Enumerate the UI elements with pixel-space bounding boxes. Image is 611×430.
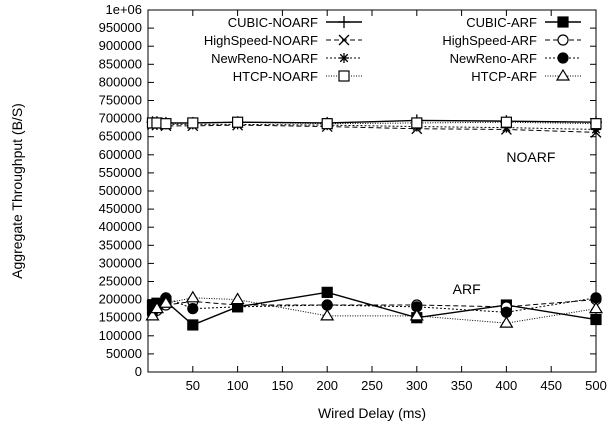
series-htcp-arf <box>145 290 604 328</box>
legend-marker <box>557 34 569 46</box>
y-tick-label: 950000 <box>99 20 142 35</box>
legend-marker <box>555 68 571 81</box>
y-tick-label: 250000 <box>99 274 142 289</box>
y-tick-label: 50000 <box>106 346 142 361</box>
data-point <box>321 118 333 130</box>
legend-entry: HighSpeed-NOARF <box>204 33 362 48</box>
series-line <box>152 123 597 130</box>
x-tick-label: 100 <box>227 378 249 393</box>
data-point <box>185 290 200 303</box>
annotation-label: NOARF <box>506 149 555 165</box>
y-tick-label: 0 <box>135 364 142 379</box>
data-point <box>590 292 602 304</box>
series-line <box>152 297 597 324</box>
series-line <box>152 299 597 315</box>
legend-entry: HTCP-NOARF <box>233 69 362 84</box>
x-tick-label: 200 <box>316 378 338 393</box>
x-tick-label: 350 <box>451 378 473 393</box>
y-tick-label: 350000 <box>99 237 142 252</box>
data-point <box>500 306 512 318</box>
data-point <box>321 299 333 311</box>
series-line <box>152 124 597 133</box>
legend-entry: CUBIC-ARF <box>466 15 581 30</box>
legend-label: NewReno-NOARF <box>211 51 318 66</box>
data-point <box>320 308 335 321</box>
legend-entry: CUBIC-NOARF <box>228 15 362 30</box>
series-layer <box>145 114 604 331</box>
x-tick-label: 500 <box>585 378 607 393</box>
legend-marker <box>338 70 350 82</box>
y-tick-label: 450000 <box>99 201 142 216</box>
y-tick-label: 700000 <box>99 111 142 126</box>
series-line <box>152 119 597 124</box>
legend: CUBIC-NOARF HighSpeed-NOARF NewReno-NOARF H… <box>204 15 581 84</box>
legend-label: NewReno-ARF <box>450 51 537 66</box>
ticks: 0 50000 100000 150000 200000 250000 300000 3500… <box>99 2 607 393</box>
legend-label: CUBIC-NOARF <box>228 15 318 30</box>
y-tick-label: 200000 <box>99 292 142 307</box>
annotations: NOARF ARF <box>453 149 556 297</box>
y-tick-label: 400000 <box>99 219 142 234</box>
y-axis-title: Aggregate Throughput (B/S) <box>9 103 25 279</box>
legend-label: HTCP-NOARF <box>233 69 318 84</box>
data-point <box>158 296 173 308</box>
y-tick-label: 300000 <box>99 255 142 270</box>
legend-entry: HTCP-ARF <box>471 68 581 84</box>
data-point <box>187 319 199 331</box>
y-tick-label: 650000 <box>99 129 142 144</box>
y-tick-label: 550000 <box>99 165 142 180</box>
data-point <box>232 116 244 128</box>
legend-marker <box>339 53 349 63</box>
x-tick-label: 250 <box>361 378 383 393</box>
data-point <box>145 308 160 321</box>
data-point <box>590 313 602 326</box>
legend-marker <box>557 52 569 64</box>
x-tick-label: 400 <box>496 378 518 393</box>
series-cubic-arf <box>146 286 602 331</box>
data-point <box>230 292 245 305</box>
legend-label: HTCP-ARF <box>471 69 537 84</box>
series-cubic-noarf <box>146 114 602 129</box>
y-tick-label: 900000 <box>99 38 142 53</box>
x-tick-label: 450 <box>540 378 562 393</box>
data-point <box>160 118 172 130</box>
y-tick-label: 150000 <box>99 310 142 325</box>
y-tick-label: 1e+06 <box>105 2 142 17</box>
legend-label: HighSpeed-ARF <box>442 33 537 48</box>
y-tick-label: 850000 <box>99 56 142 71</box>
data-point <box>321 286 333 298</box>
x-tick-label: 150 <box>272 378 294 393</box>
legend-marker <box>338 16 350 28</box>
legend-label: CUBIC-ARF <box>466 15 537 30</box>
data-point <box>499 315 514 328</box>
data-point <box>187 117 199 129</box>
data-point <box>590 118 602 130</box>
legend-entry: HighSpeed-ARF <box>442 33 581 48</box>
data-point <box>588 301 604 314</box>
y-tick-label: 600000 <box>99 147 142 162</box>
data-point <box>411 117 423 129</box>
annotation-label: ARF <box>453 281 481 297</box>
y-tick-label: 500000 <box>99 183 142 198</box>
legend-marker <box>557 16 569 28</box>
legend-entry: NewReno-ARF <box>450 51 581 66</box>
x-tick-label: 50 <box>186 378 200 393</box>
y-tick-label: 750000 <box>99 93 142 108</box>
data-point <box>409 308 424 321</box>
legend-label: HighSpeed-NOARF <box>204 33 318 48</box>
data-point <box>187 303 199 315</box>
y-tick-label: 800000 <box>99 74 142 89</box>
data-point <box>500 116 512 128</box>
x-tick-label: 300 <box>406 378 428 393</box>
legend-entry: NewReno-NOARF <box>211 51 362 66</box>
series-htcp-noarf <box>146 116 602 130</box>
y-tick-label: 100000 <box>99 328 142 343</box>
x-axis-title: Wired Delay (ms) <box>318 405 426 421</box>
legend-marker <box>338 34 350 46</box>
